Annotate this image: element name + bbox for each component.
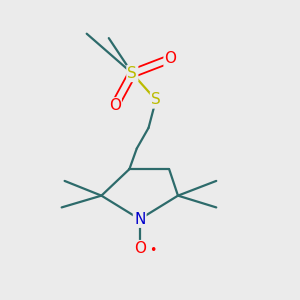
Text: •: •: [149, 244, 157, 256]
Text: S: S: [128, 66, 137, 81]
Text: N: N: [134, 212, 146, 227]
Text: O: O: [109, 98, 121, 113]
Text: O: O: [165, 51, 177, 66]
Text: O: O: [134, 241, 146, 256]
Text: S: S: [151, 92, 161, 107]
